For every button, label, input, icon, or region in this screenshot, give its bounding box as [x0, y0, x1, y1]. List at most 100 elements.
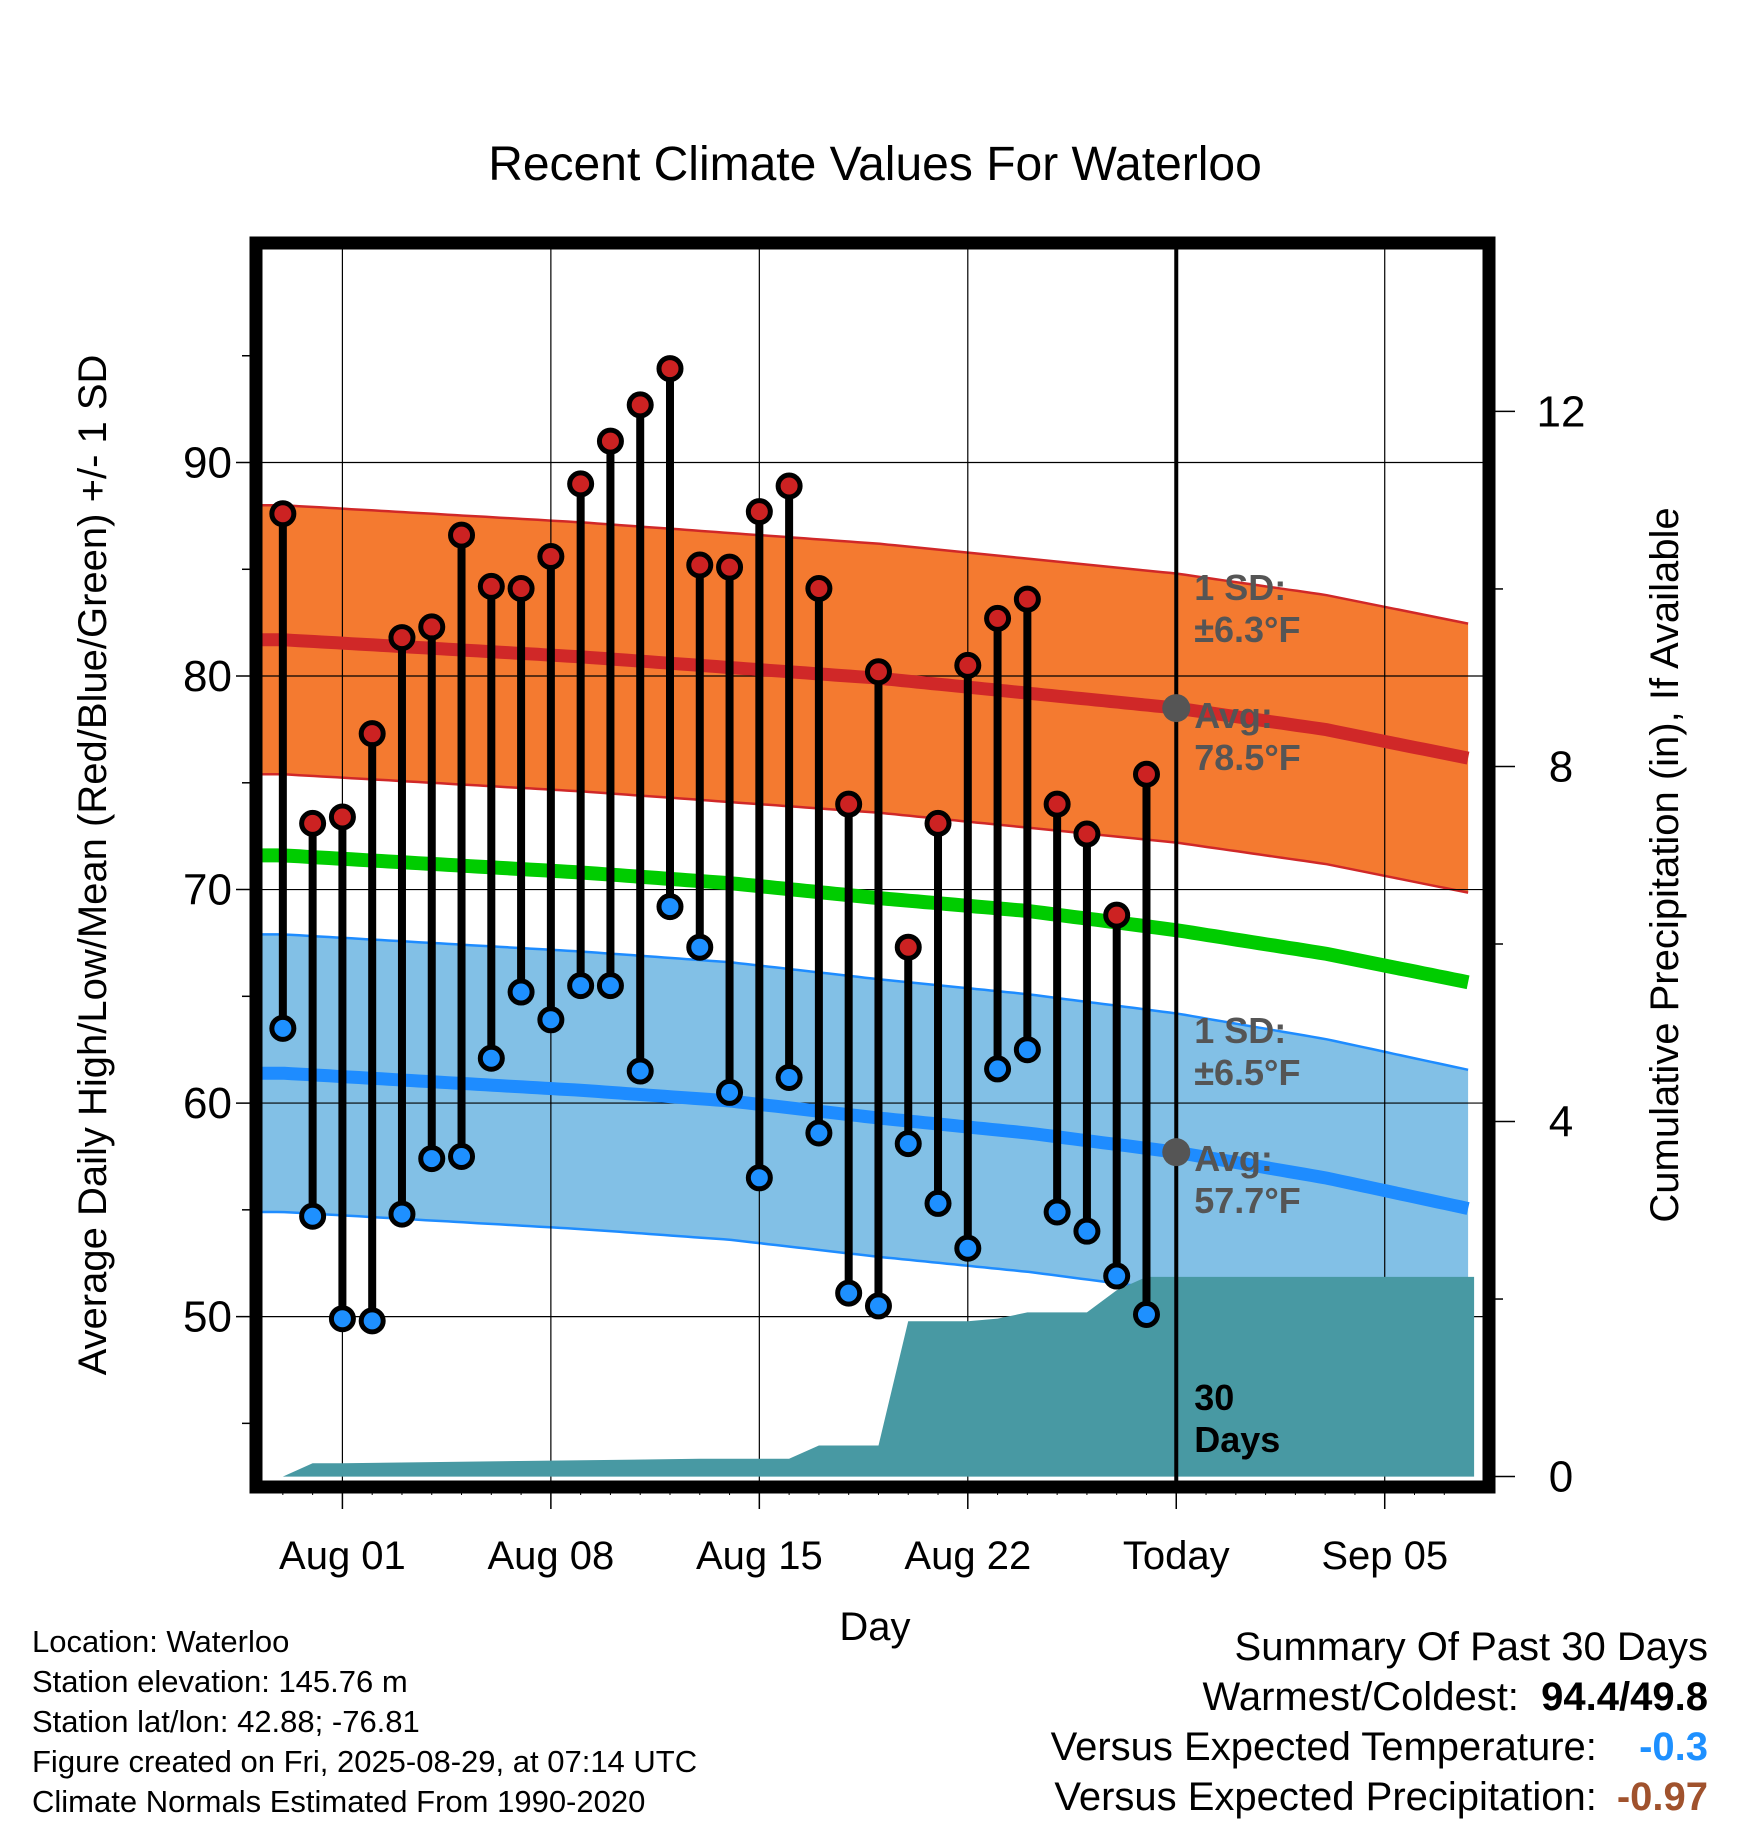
daily-high-point	[418, 613, 446, 641]
x-axis-label: Day	[839, 1605, 910, 1649]
daily-high-point	[835, 790, 863, 818]
high-sd-upper-edge	[262, 503, 1469, 625]
daily-low-point	[954, 1234, 982, 1262]
daily-low-point	[1073, 1217, 1101, 1245]
chart-title: Recent Climate Values For Waterloo	[488, 138, 1262, 191]
normals-text: Climate Normals Estimated From 1990-2020	[32, 1784, 646, 1819]
summary-title: Summary Of Past 30 Days	[1234, 1625, 1708, 1669]
y-tick-label: 80	[183, 652, 232, 701]
y2-tick-label: 8	[1549, 742, 1573, 791]
today-low-avg-marker	[1162, 1138, 1191, 1167]
y-tick-label: 50	[183, 1293, 232, 1342]
temp-value: -0.3	[1639, 1725, 1708, 1769]
daily-high-point	[1073, 820, 1101, 848]
high-avg-annotation-line: 78.5°F	[1194, 737, 1300, 778]
high-avg-annotation: Avg: 78.5°F	[1194, 695, 1300, 778]
daily-high-point	[924, 809, 952, 837]
daily-low-point	[567, 972, 595, 1000]
station-info: Location: Waterloo Station elevation: 14…	[32, 1622, 697, 1822]
precip-label: Versus Expected Precipitation:	[1054, 1775, 1597, 1819]
daily-low-point	[1103, 1262, 1131, 1290]
daily-low-point	[1043, 1198, 1071, 1226]
low-sd-annotation-line: ±6.5°F	[1194, 1052, 1300, 1093]
daily-high-point	[477, 572, 505, 600]
daily-low-point	[388, 1200, 416, 1228]
temp-row: Versus Expected Temperature: -0.3	[1051, 1722, 1708, 1772]
daily-low-point	[477, 1044, 505, 1072]
low-avg-annotation-line: 57.7°F	[1194, 1180, 1300, 1221]
high-sd-annotation: 1 SD: ±6.3°F	[1194, 567, 1300, 650]
days-annotation-line: Days	[1194, 1419, 1280, 1460]
high-sd-annotation-line: ±6.3°F	[1194, 609, 1300, 650]
daily-low-point	[686, 933, 714, 961]
x-tick-label: Aug 22	[904, 1534, 1031, 1578]
low-avg-annotation: Avg: 57.7°F	[1194, 1138, 1300, 1221]
summary-panel: Summary Of Past 30 Days Warmest/Coldest:…	[1051, 1622, 1708, 1822]
daily-low-point	[805, 1119, 833, 1147]
y2-axis-label: Cumulative Precipitation (in), If Availa…	[1643, 507, 1687, 1222]
latlon-text: Station lat/lon: 42.88; -76.81	[32, 1704, 420, 1739]
daily-low-point	[984, 1055, 1012, 1083]
daily-low-point	[716, 1078, 744, 1106]
daily-high-point	[656, 355, 684, 383]
low-sd-annotation: 1 SD: ±6.5°F	[1194, 1010, 1300, 1093]
y-tick-label: 60	[183, 1079, 232, 1128]
x-tick-label: Today	[1123, 1534, 1230, 1578]
daily-low-point	[358, 1307, 386, 1335]
daily-low-point	[269, 1014, 297, 1042]
high-sd-annotation-line: 1 SD:	[1194, 567, 1286, 608]
daily-high-point	[537, 542, 565, 570]
daily-low-point	[656, 893, 684, 921]
daily-high-point	[1132, 760, 1160, 788]
daily-high-point	[775, 472, 803, 500]
daily-low-point	[864, 1292, 892, 1320]
precip-value: -0.97	[1616, 1775, 1708, 1819]
daily-low-point	[448, 1142, 476, 1170]
daily-low-point	[418, 1145, 446, 1173]
y-tick-label: 90	[183, 439, 232, 488]
daily-high-point	[894, 933, 922, 961]
y-tick-label: 70	[183, 866, 232, 915]
y2-tick-label: 0	[1549, 1453, 1573, 1502]
daily-low-point	[835, 1279, 863, 1307]
temp-label: Versus Expected Temperature:	[1050, 1725, 1597, 1769]
y2-tick-label: 12	[1537, 387, 1586, 436]
x-tick-label: Sep 05	[1321, 1534, 1448, 1578]
low-sd-annotation-line: 1 SD:	[1194, 1010, 1286, 1051]
daily-low-point	[775, 1063, 803, 1091]
daily-low-point	[507, 978, 535, 1006]
plot-frame	[249, 236, 1496, 1494]
daily-high-point	[954, 651, 982, 679]
daily-high-point	[686, 551, 714, 579]
today-high-avg-marker	[1162, 694, 1191, 723]
daily-high-point	[596, 427, 624, 455]
daily-high-point	[448, 521, 476, 549]
daily-low-point	[1013, 1036, 1041, 1064]
precip-row: Versus Expected Precipitation: -0.97	[1051, 1772, 1708, 1822]
daily-low-point	[626, 1057, 654, 1085]
low-avg-annotation-line: Avg:	[1194, 1138, 1273, 1179]
daily-high-point	[716, 553, 744, 581]
daily-low-point	[596, 972, 624, 1000]
daily-low-point	[299, 1202, 327, 1230]
daily-high-point	[507, 574, 535, 602]
daily-high-point	[984, 604, 1012, 632]
daily-high-point	[269, 500, 297, 528]
daily-high-point	[626, 391, 654, 419]
daily-high-point	[388, 624, 416, 652]
daily-high-point	[1013, 585, 1041, 613]
warmest-coldest-label: Warmest/Coldest:	[1202, 1675, 1519, 1719]
warmest-value: 94.4	[1541, 1675, 1620, 1719]
y2-tick-label: 4	[1549, 1098, 1573, 1147]
daily-low-point	[894, 1130, 922, 1158]
x-tick-label: Aug 08	[487, 1534, 614, 1578]
daily-low-point	[1132, 1300, 1160, 1328]
daily-low-point	[537, 1006, 565, 1034]
high-avg-annotation-line: Avg:	[1194, 695, 1273, 736]
x-tick-label: Aug 01	[279, 1534, 406, 1578]
daily-low-point	[328, 1305, 356, 1333]
warmest-coldest-row: Warmest/Coldest: 94.4/49.8	[1202, 1675, 1708, 1719]
days-annotation-line: 30	[1194, 1377, 1234, 1418]
daily-low-point	[745, 1164, 773, 1192]
